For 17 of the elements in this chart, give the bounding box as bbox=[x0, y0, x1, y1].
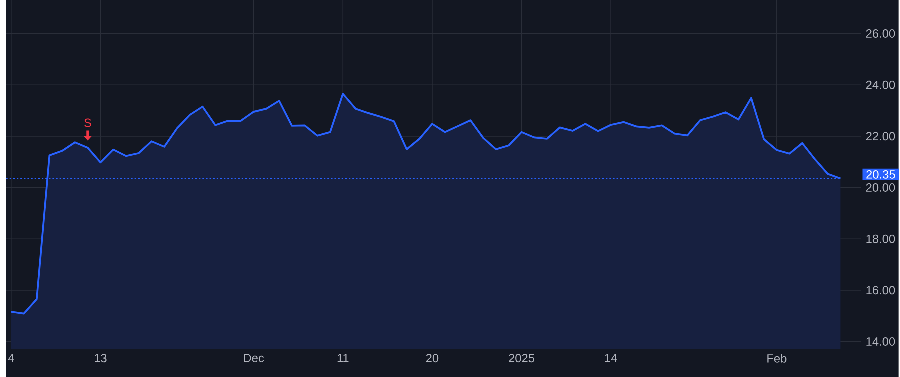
y-tick-label: 18.00 bbox=[866, 234, 896, 244]
y-tick-label: 20.00 bbox=[866, 183, 896, 192]
x-tick-label: 14 bbox=[605, 354, 618, 362]
x-tick-label: Feb bbox=[768, 354, 787, 363]
ref-line-label: 20.35 bbox=[866, 170, 896, 179]
x-tick-label: 4 bbox=[8, 354, 14, 362]
x-tick-label: Dec bbox=[244, 354, 264, 362]
y-tick-label: 26.00 bbox=[866, 29, 896, 38]
annotation: S bbox=[84, 118, 92, 128]
x-tick-label: 2025 bbox=[509, 354, 534, 362]
y-tick-label: 16.00 bbox=[866, 286, 896, 295]
x-tick-label: 20 bbox=[426, 354, 439, 362]
y-tick-label: 14.00 bbox=[866, 337, 896, 346]
x-tick-label: 11 bbox=[338, 354, 349, 362]
y-tick-label: 24.00 bbox=[866, 80, 896, 90]
y-tick-label: 22.00 bbox=[866, 132, 896, 141]
x-tick-label: 13 bbox=[95, 354, 107, 362]
